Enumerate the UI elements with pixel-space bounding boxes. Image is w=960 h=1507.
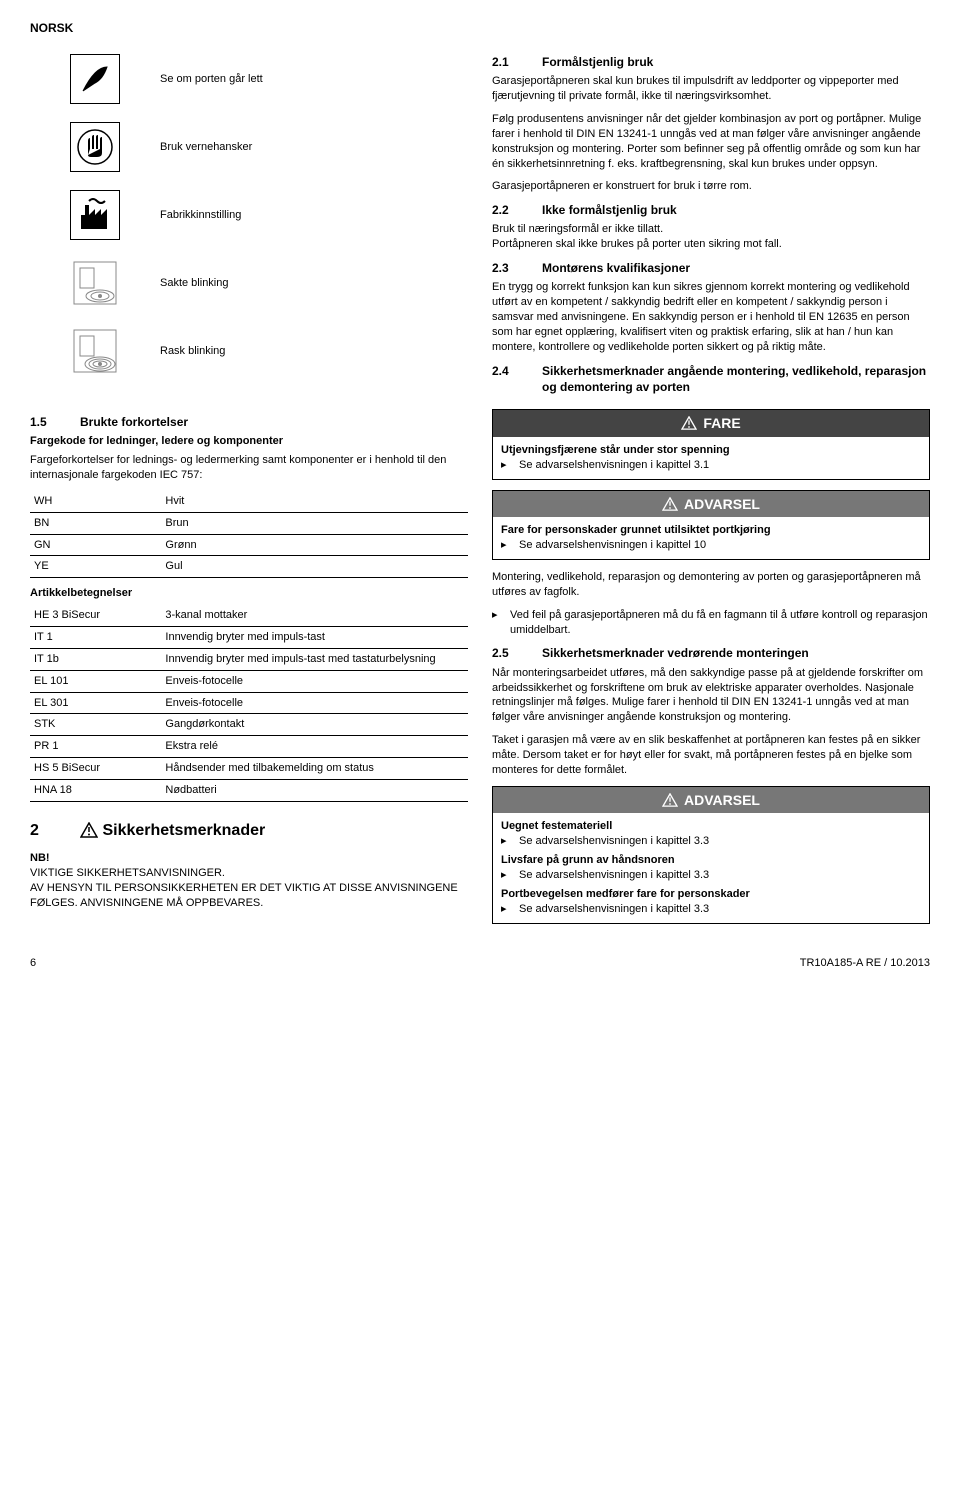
s2-5-p1: Når monteringsarbeidet utføres, må den s… <box>492 666 930 725</box>
s2-1-p2: Følg produsentens anvisninger når det gj… <box>492 112 930 171</box>
table-row: BNBrun <box>30 512 468 534</box>
section-title-text: Sikkerhetsmerknader <box>102 822 265 839</box>
s2-1-p1: Garasjeportåpneren skal kun brukes til i… <box>492 74 930 104</box>
fare-bold: Utjevningsfjærene står under stor spenni… <box>501 443 921 458</box>
s2-2-p2: Portåpneren skal ikke brukes på porter u… <box>492 237 930 252</box>
section-2-2-heading: 2.2 Ikke formålstjenlig bruk <box>492 202 930 218</box>
section-2-3-heading: 2.3 Montørens kvalifikasjoner <box>492 260 930 276</box>
symbol-slow-blink: Sakte blinking <box>70 258 468 308</box>
s2-1-p3: Garasjeportåpneren er konstruert for bru… <box>492 179 930 194</box>
table-row: STKGangdørkontakt <box>30 714 468 736</box>
factory-icon <box>70 190 120 240</box>
section-1-5-heading: 1.5 Brukte forkortelser <box>30 414 468 430</box>
fast-blink-icon <box>70 326 120 376</box>
section-title: Brukte forkortelser <box>80 414 188 430</box>
section-2-4-heading: 2.4 Sikkerhetsmerknader angående monteri… <box>492 363 930 395</box>
fare-header: FARE <box>493 410 929 437</box>
page-number: 6 <box>30 956 36 971</box>
nb-label: NB! <box>30 851 468 866</box>
table-row: HE 3 BiSecur3-kanal mottaker <box>30 605 468 626</box>
color-table: WHHvit BNBrun GNGrønn YEGul <box>30 491 468 578</box>
advarsel-header: ADVARSEL <box>493 787 929 814</box>
fare-box: FARE Utjevningsfjærene står under stor s… <box>492 409 930 480</box>
table-row: HS 5 BiSecurHåndsender med tilbakemeldin… <box>30 758 468 780</box>
symbol-factory: Fabrikkinnstilling <box>70 190 468 240</box>
table-row: IT 1bInnvendig bryter med impuls-tast me… <box>30 648 468 670</box>
safety-p2: AV HENSYN TIL PERSONSIKKERHETEN ER DET V… <box>30 881 468 911</box>
table-row: EL 101Enveis-fotocelle <box>30 670 468 692</box>
safety-p1: VIKTIGE SIKKERHETSANVISNINGER. <box>30 866 468 881</box>
advarsel-box-2: ADVARSEL Uegnet festemateriell ▸Se advar… <box>492 786 930 924</box>
advarsel-box-1: ADVARSEL Fare for personskader grunnet u… <box>492 490 930 561</box>
section-num: 2 <box>30 820 80 842</box>
feather-icon <box>70 54 120 104</box>
table-row: IT 1Innvendig bryter med impuls-tast <box>30 626 468 648</box>
color-code-heading: Fargekode for ledninger, ledere og kompo… <box>30 434 468 449</box>
table-row: PR 1Ekstra relé <box>30 736 468 758</box>
symbol-label: Sakte blinking <box>160 276 229 291</box>
page-footer: 6 TR10A185-A RE / 10.2013 <box>30 956 930 971</box>
warning-icon <box>662 793 678 807</box>
fare-line: Se advarselshenvisningen i kapittel 3.1 <box>519 458 709 473</box>
article-heading: Artikkelbetegnelser <box>30 586 468 601</box>
s2-5-p2: Taket i garasjen må være av en slik besk… <box>492 733 930 778</box>
symbol-gloves: Bruk vernehansker <box>70 122 468 172</box>
symbol-label: Fabrikkinnstilling <box>160 208 241 223</box>
page-header: NORSK <box>30 20 930 36</box>
advarsel-label: ADVARSEL <box>684 791 760 810</box>
table-row: HNA 18Nødbatteri <box>30 779 468 801</box>
table-row: YEGul <box>30 556 468 578</box>
s2-2-p1: Bruk til næringsformål er ikke tillatt. <box>492 222 930 237</box>
left-column: Se om porten går lett Bruk vernehansker … <box>30 54 468 933</box>
adv1-line: Se advarselshenvisningen i kapittel 10 <box>519 538 706 553</box>
adv2-item-bold: Portbevegelsen medfører fare for persons… <box>501 887 921 902</box>
warning-icon <box>80 822 98 838</box>
adv2-item-line: Se advarselshenvisningen i kapittel 3.3 <box>519 834 709 849</box>
document-ref: TR10A185-A RE / 10.2013 <box>800 956 930 971</box>
symbol-fast-blink: Rask blinking <box>70 326 468 376</box>
gloves-icon <box>70 122 120 172</box>
symbol-label: Se om porten går lett <box>160 72 263 87</box>
symbol-feather: Se om porten går lett <box>70 54 468 104</box>
article-table: HE 3 BiSecur3-kanal mottaker IT 1Innvend… <box>30 605 468 802</box>
section-title: Sikkerhetsmerknader <box>80 820 265 842</box>
color-code-intro: Fargeforkortelser for lednings- og leder… <box>30 453 468 483</box>
symbol-label: Bruk vernehansker <box>160 140 252 155</box>
section-2-1-heading: 2.1 Formålstjenlig bruk <box>492 54 930 70</box>
s2-3-p1: En trygg og korrekt funksjon kan kun sik… <box>492 280 930 354</box>
symbol-label: Rask blinking <box>160 344 225 359</box>
warning-icon <box>681 416 697 430</box>
advarsel-label: ADVARSEL <box>684 495 760 514</box>
adv2-item-line: Se advarselshenvisningen i kapittel 3.3 <box>519 902 709 917</box>
slow-blink-icon <box>70 258 120 308</box>
fare-label: FARE <box>703 414 740 433</box>
section-2-heading: 2 Sikkerhetsmerknader <box>30 820 468 842</box>
after-adv1-b1: Ved feil på garasjeportåpneren må du få … <box>510 608 930 638</box>
table-row: EL 301Enveis-fotocelle <box>30 692 468 714</box>
right-column: 2.1 Formålstjenlig bruk Garasjeportåpner… <box>492 54 930 933</box>
advarsel-header: ADVARSEL <box>493 491 929 518</box>
table-row: GNGrønn <box>30 534 468 556</box>
adv2-item-bold: Uegnet festemateriell <box>501 819 921 834</box>
adv1-bold: Fare for personskader grunnet utilsiktet… <box>501 523 921 538</box>
adv2-item-bold: Livsfare på grunn av håndsnoren <box>501 853 921 868</box>
adv2-item-line: Se advarselshenvisningen i kapittel 3.3 <box>519 868 709 883</box>
warning-icon <box>662 497 678 511</box>
after-adv1-p1: Montering, vedlikehold, reparasjon og de… <box>492 570 930 600</box>
section-num: 1.5 <box>30 414 80 430</box>
section-2-5-heading: 2.5 Sikkerhetsmerknader vedrørende monte… <box>492 645 930 661</box>
table-row: WHHvit <box>30 491 468 512</box>
